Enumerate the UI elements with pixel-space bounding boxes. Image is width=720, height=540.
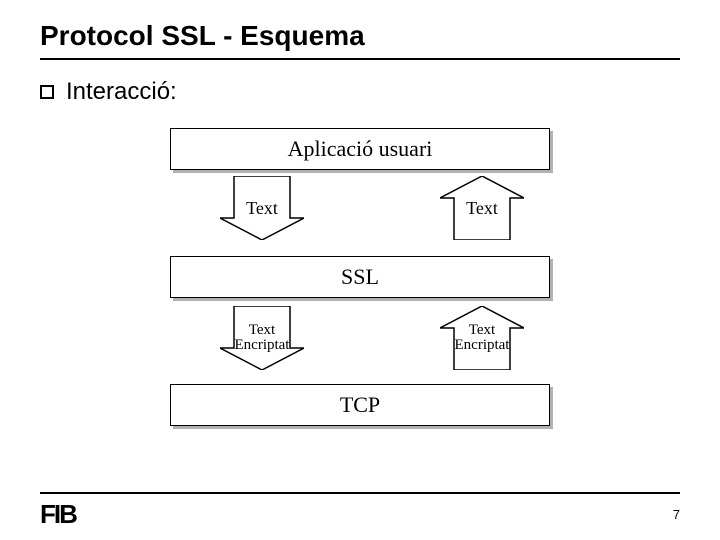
footer-rule (40, 492, 680, 494)
ssl-diagram: Aplicació usuari Text Text SSL T (120, 128, 600, 448)
arrow-label: TextEncriptat (231, 323, 294, 353)
layer-tcp: TCP (170, 384, 550, 426)
arrow-up-encrypted: TextEncriptat (440, 306, 524, 370)
bullet-row: Interacció: (40, 78, 680, 106)
layer-app: Aplicació usuari (170, 128, 550, 170)
arrow-label: Text (462, 199, 502, 217)
arrow-up-text: Text (440, 176, 524, 240)
page-title: Protocol SSL - Esquema (40, 20, 680, 60)
arrow-label: TextEncriptat (451, 323, 514, 353)
bullet-text: Interacció: (66, 78, 177, 106)
layer-ssl: SSL (170, 256, 550, 298)
arrow-row-bottom: TextEncriptat TextEncriptat (170, 306, 550, 376)
arrow-down-text: Text (220, 176, 304, 240)
arrow-label: Text (242, 199, 282, 217)
arrow-row-top: Text Text (170, 176, 550, 246)
arrow-down-encrypted: TextEncriptat (220, 306, 304, 370)
page-number: 7 (673, 507, 680, 522)
logo-fib: FIB (40, 499, 76, 530)
bullet-icon (40, 85, 54, 99)
